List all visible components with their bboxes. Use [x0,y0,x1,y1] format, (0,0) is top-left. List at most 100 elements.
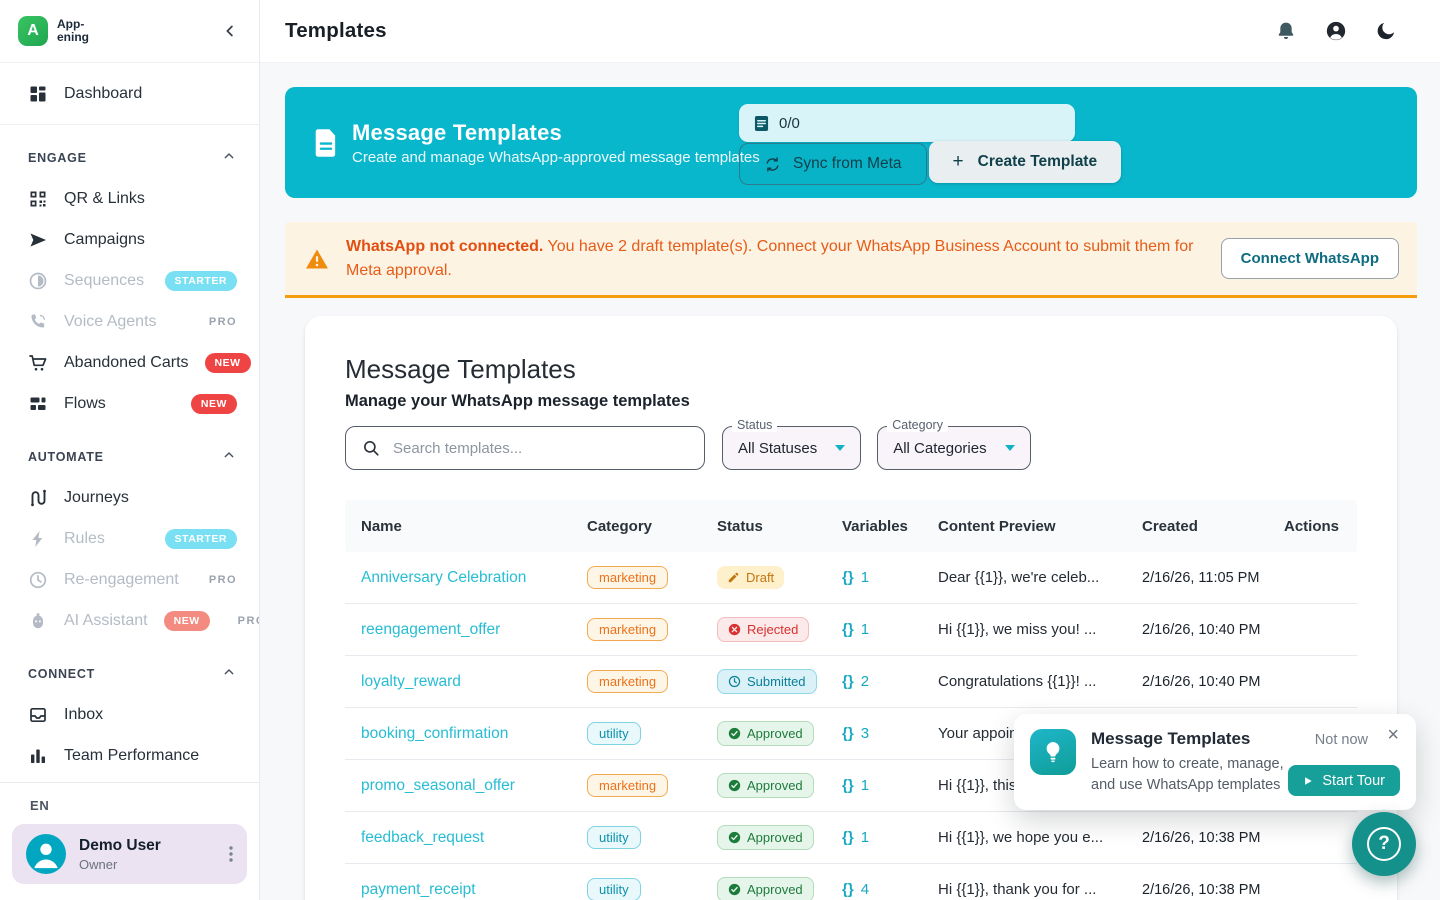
search-input[interactable] [393,439,688,457]
help-icon: ? [1367,827,1401,861]
sync-from-meta-button[interactable]: Sync from Meta [739,143,927,185]
sidebar-section-automate[interactable]: AUTOMATE [0,424,259,477]
page-title: Templates [285,19,387,42]
template-name-link[interactable]: promo_seasonal_offer [361,776,515,794]
content-preview: Hi {{1}}, we hope you e... [938,829,1104,846]
row-actions-icon[interactable] [1284,626,1300,634]
sidebar-item-qr-links[interactable]: QR & Links [0,178,259,219]
document-small-icon [754,115,769,132]
status-badge: Rejected [717,617,810,642]
brand-logo[interactable]: A App- ening [18,16,89,46]
template-name-link[interactable]: feedback_request [361,828,485,846]
row-actions-icon[interactable] [1284,574,1300,582]
main-area: Templates Message Templates Create and m… [260,0,1440,900]
sidebar-item-voice-agents[interactable]: Voice Agents PRO [0,301,259,342]
status-badge: NEW [190,393,237,414]
sidebar-item-ai-assistant[interactable]: AI Assistant NEW PRO [0,600,259,641]
sidebar-item-journeys[interactable]: Journeys [0,477,259,518]
panel-subtitle: Manage your WhatsApp message templates [345,392,690,410]
table-row: reengagement_offer marketing Rejected {}… [345,604,1357,656]
template-name-link[interactable]: payment_receipt [361,880,476,898]
category-filter-label: Category [887,418,948,432]
row-actions-icon[interactable] [1284,834,1300,842]
whatsapp-warning-banner: WhatsApp not connected. You have 2 draft… [285,222,1417,298]
sidebar-item-flows[interactable]: Flows NEW [0,383,259,424]
template-name-link[interactable]: loyalty_reward [361,672,461,690]
sidebar-item-dashboard[interactable]: Dashboard [0,63,259,125]
pencil-icon [727,571,740,584]
sidebar-item-inbox[interactable]: Inbox [0,694,259,735]
sidebar-collapse-icon[interactable] [221,22,239,40]
variables-count: {} 1 [842,829,870,846]
dark-mode-icon[interactable] [1375,20,1397,42]
language-switcher[interactable]: EN [30,798,50,813]
template-name-link[interactable]: booking_confirmation [361,724,509,742]
journeys-icon [28,488,48,508]
templates-table: Name Category Status Variables Content Previ… [345,500,1357,900]
sidebar-item-re-engagement[interactable]: Re-engagement PRO [0,559,259,600]
code-braces-icon: {} [842,829,854,846]
lightbulb-icon [1030,729,1076,775]
user-menu-icon[interactable] [225,842,237,866]
tour-not-now-button[interactable]: Not now [1314,732,1368,748]
status-badge: STARTER [164,528,237,549]
status-filter-label: Status [732,418,778,432]
hero-title: Message Templates [352,119,562,145]
user-name: Demo User [79,836,161,854]
sidebar-section-connect[interactable]: CONNECT [0,641,259,694]
table-row: promo_seasonal_offer marketing Approved … [345,760,1357,812]
sidebar-item-abandoned-carts[interactable]: Abandoned Carts NEW [0,342,259,383]
template-name-link[interactable]: Anniversary Celebration [361,568,527,586]
column-header-content-preview: Content Preview [938,517,1056,535]
sidebar-item-campaigns[interactable]: Campaigns [0,219,259,260]
sidebar-section-engage[interactable]: ENGAGE [0,125,259,178]
chevron-up-icon [221,447,237,466]
category-badge: marketing [587,566,669,589]
row-actions-icon[interactable] [1284,678,1300,686]
sidebar-item-rules[interactable]: Rules STARTER [0,518,259,559]
account-icon[interactable] [1325,20,1347,42]
code-braces-icon: {} [842,569,854,586]
created-date: 2/16/26, 10:38 PM [1142,881,1261,898]
chevron-up-icon [221,148,237,167]
status-badge: Draft [717,566,785,589]
status-badge: NEW [163,610,210,631]
sidebar-footer: EN Demo User Owner [0,782,259,900]
check-circle-icon [728,779,741,792]
warning-icon [305,248,329,270]
close-icon[interactable]: × [1387,724,1399,746]
column-header-created: Created [1142,517,1198,535]
status-filter[interactable]: Status All Statuses [722,418,862,470]
table-header: Name Category Status Variables Content Previ… [345,500,1357,552]
help-button[interactable]: ? [1352,812,1416,876]
row-actions-icon[interactable] [1284,886,1300,894]
column-header-variables: Variables [842,517,908,535]
hero-left: Message Templates Create and manage What… [312,120,760,166]
bolt-icon [28,529,48,549]
phone-icon [28,312,48,332]
status-badge: Approved [717,825,814,850]
check-circle-icon [728,831,741,844]
template-name-link[interactable]: reengagement_offer [361,620,501,638]
check-circle-icon [728,883,741,896]
variables-count: {} 1 [842,777,870,794]
sidebar-item-team-performance[interactable]: Team Performance [0,735,259,776]
status-filter-value: All Statuses [738,439,818,457]
qr-icon [28,189,48,209]
status-badge: Approved [717,721,814,746]
avatar [26,834,66,874]
start-tour-button[interactable]: Start Tour [1288,765,1400,797]
sidebar-item-sequences[interactable]: Sequences STARTER [0,260,259,301]
create-template-button[interactable]: + Create Template [928,141,1122,183]
user-card[interactable]: Demo User Owner [12,824,247,884]
variables-count: {} 3 [842,725,870,742]
category-filter[interactable]: Category All Categories [877,418,1031,470]
topbar-icons [1275,20,1397,42]
template-counter-value: 0/0 [779,114,800,132]
tour-body: Learn how to create, manage, and use Wha… [1091,756,1284,794]
check-circle-icon [728,727,741,740]
column-header-status: Status [717,517,763,535]
connect-whatsapp-button[interactable]: Connect WhatsApp [1220,238,1399,279]
bell-icon[interactable] [1275,20,1297,42]
content-preview: Your appoint [938,725,1022,742]
